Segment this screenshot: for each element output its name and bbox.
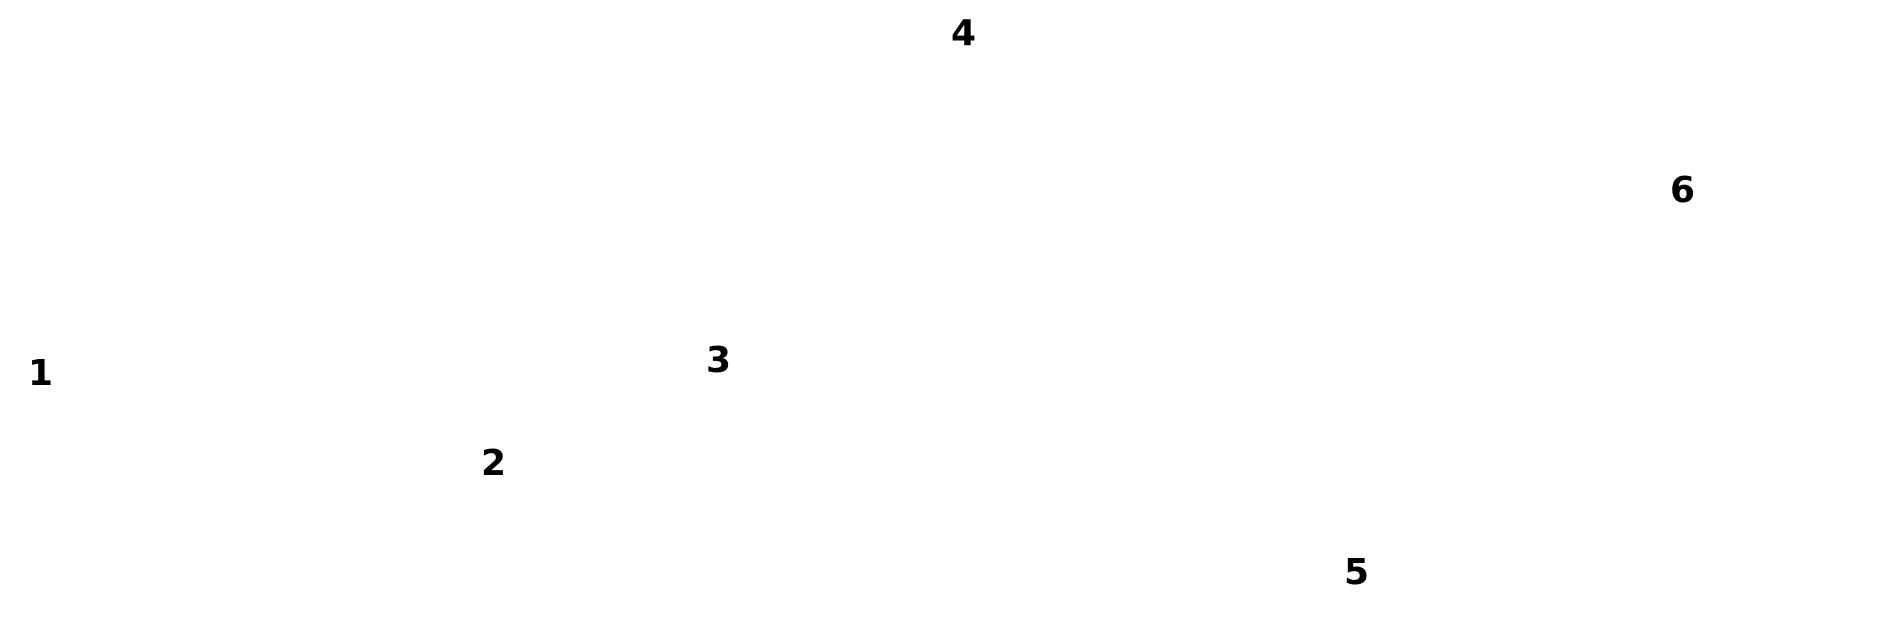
label-2: 2	[481, 443, 507, 484]
label-1: 1	[28, 353, 54, 394]
label-6: 6	[1670, 170, 1696, 211]
label-5: 5	[1344, 552, 1370, 593]
label-3: 3	[706, 340, 732, 381]
label-4: 4	[951, 13, 977, 54]
